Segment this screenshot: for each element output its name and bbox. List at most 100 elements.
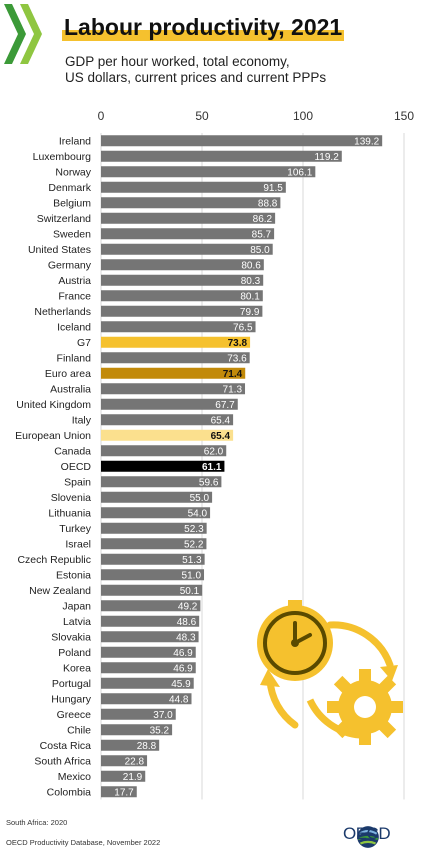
bar xyxy=(101,398,238,410)
data-label: 71.4 xyxy=(223,369,243,380)
bar xyxy=(101,274,264,286)
category-label: Ireland xyxy=(59,136,91,148)
data-label: 48.3 xyxy=(176,633,196,644)
category-label: Hungary xyxy=(51,694,91,706)
category-label: Euro area xyxy=(45,368,91,380)
category-label: Turkey xyxy=(59,523,91,535)
data-label: 62.0 xyxy=(204,447,224,458)
data-label: 17.7 xyxy=(114,788,134,799)
bar xyxy=(101,135,383,147)
category-label: Poland xyxy=(58,647,91,659)
data-label: 51.0 xyxy=(182,571,202,582)
bar xyxy=(101,181,286,193)
data-label: 73.8 xyxy=(228,338,248,349)
category-label: South Africa xyxy=(34,756,91,768)
category-label: Mexico xyxy=(58,771,91,783)
bar xyxy=(101,507,211,519)
bar xyxy=(101,150,342,162)
cycle-arrows-icon xyxy=(260,621,398,739)
data-label: 80.1 xyxy=(240,292,260,303)
data-label: 65.4 xyxy=(211,416,231,427)
data-label: 46.9 xyxy=(173,648,193,659)
category-label: United Kingdom xyxy=(16,399,91,411)
category-label: Estonia xyxy=(56,570,91,582)
oecd-brand: OECD xyxy=(343,824,391,843)
category-label: Latvia xyxy=(63,616,91,628)
bar xyxy=(101,212,276,224)
data-label: 139.2 xyxy=(354,137,379,148)
chart-subtitle: GDP per hour worked, total economy, US d… xyxy=(65,54,415,86)
bar xyxy=(101,259,264,271)
category-label: Norway xyxy=(55,167,91,179)
data-label: 46.9 xyxy=(173,664,193,675)
bar xyxy=(101,631,199,643)
bar xyxy=(101,243,273,255)
data-label: 52.3 xyxy=(184,524,204,535)
bar xyxy=(101,352,250,364)
data-label: 35.2 xyxy=(150,726,170,737)
category-label: Israel xyxy=(65,539,91,551)
data-label: 61.1 xyxy=(202,462,222,473)
bar xyxy=(101,197,281,209)
data-label: 28.8 xyxy=(137,741,157,752)
oecd-logo-stripes-icon xyxy=(4,4,42,64)
x-tick-label: 50 xyxy=(195,109,209,123)
category-label: United States xyxy=(28,244,91,256)
data-label: 50.1 xyxy=(180,586,200,597)
globe-icon xyxy=(357,826,379,848)
bar xyxy=(101,445,227,457)
bar xyxy=(101,708,176,720)
data-label: 44.8 xyxy=(169,695,189,706)
data-label: 52.2 xyxy=(184,540,204,551)
bar xyxy=(101,305,263,317)
data-label: 76.5 xyxy=(233,323,253,334)
category-label: Czech Republic xyxy=(17,554,91,566)
data-label: 85.7 xyxy=(252,230,272,241)
data-label: 45.9 xyxy=(171,679,191,690)
category-label: Spain xyxy=(64,477,91,489)
data-label: 106.1 xyxy=(287,168,312,179)
category-label: European Union xyxy=(15,430,91,442)
data-label: 85.0 xyxy=(250,245,270,256)
data-label: 67.7 xyxy=(215,400,235,411)
bar xyxy=(101,321,256,333)
title-block: Labour productivity, 2021 xyxy=(62,14,345,41)
category-label: Netherlands xyxy=(34,306,91,318)
bar xyxy=(101,677,194,689)
category-label: Costa Rica xyxy=(40,740,92,752)
data-label: 37.0 xyxy=(153,710,173,721)
data-label: 54.0 xyxy=(188,509,208,520)
data-label: 88.8 xyxy=(258,199,278,210)
bar xyxy=(101,724,173,736)
data-label: 49.2 xyxy=(178,602,198,613)
category-label: Colombia xyxy=(47,787,92,799)
category-label: Greece xyxy=(57,709,92,721)
bar xyxy=(101,414,234,426)
category-label: Italy xyxy=(72,415,92,427)
category-label: Finland xyxy=(57,353,92,365)
bar xyxy=(101,739,160,751)
bar xyxy=(101,491,213,503)
category-label: Austria xyxy=(58,275,91,287)
subtitle-line-1: GDP per hour worked, total economy, xyxy=(65,54,290,69)
data-label: 55.0 xyxy=(190,493,210,504)
bar xyxy=(101,615,200,627)
bar xyxy=(101,786,137,798)
category-label: Slovakia xyxy=(51,632,91,644)
category-label: Denmark xyxy=(48,182,91,194)
data-label: 22.8 xyxy=(125,757,145,768)
data-label: 21.9 xyxy=(123,772,143,783)
subtitle-line-2: US dollars, current prices and current P… xyxy=(65,70,327,85)
x-tick-label: 0 xyxy=(98,109,105,123)
data-label: 86.2 xyxy=(253,214,273,225)
category-label: Germany xyxy=(48,260,92,272)
productivity-graphic xyxy=(257,600,403,745)
data-label: 80.3 xyxy=(241,276,261,287)
data-label: 51.3 xyxy=(182,555,202,566)
bar xyxy=(101,383,246,395)
bar xyxy=(101,600,201,612)
bar xyxy=(101,553,205,565)
bar xyxy=(101,770,146,782)
data-label: 71.3 xyxy=(223,385,243,396)
bar xyxy=(101,538,207,550)
